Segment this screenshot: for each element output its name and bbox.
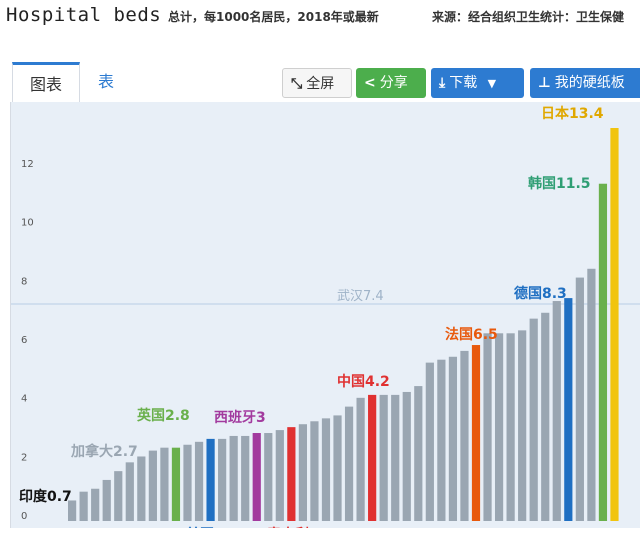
bar: [391, 394, 400, 521]
bar: [460, 350, 469, 521]
share-button[interactable]: < 分享: [356, 68, 426, 98]
bar: [183, 444, 192, 521]
bar: [79, 491, 88, 521]
bar: [564, 298, 573, 521]
share-label: 分享: [379, 75, 408, 91]
bar: [379, 394, 388, 521]
bar: [114, 471, 123, 521]
bar: [506, 333, 515, 521]
expand-arrows-icon: ⤡: [291, 76, 303, 92]
bar: [552, 301, 561, 521]
data-label: 加拿大2.7: [70, 443, 138, 460]
bar: [218, 438, 227, 521]
triangle-down-icon: ▼: [487, 77, 497, 90]
bar: [160, 447, 169, 521]
bars: [68, 128, 619, 521]
data-label: 日本13.4: [541, 105, 604, 122]
pin-label: 我的硬纸板: [554, 75, 625, 91]
bar: [229, 435, 238, 521]
bar: [598, 183, 608, 521]
bar: [171, 447, 181, 521]
y-tick-label: 8: [21, 276, 27, 287]
y-axis: 0 2 4 6 8 10 12: [21, 159, 34, 522]
bar: [241, 435, 250, 521]
bar: [344, 406, 354, 521]
download-button[interactable]: ⤓ 下载 ▼: [431, 68, 524, 98]
data-label: 意大利3.4: [267, 526, 334, 528]
y-tick-label: 0: [21, 511, 27, 522]
pin-icon: ⊥: [538, 75, 551, 91]
data-label: 英国2.8: [136, 407, 190, 424]
bar: [137, 456, 146, 521]
bar: [402, 391, 411, 521]
y-tick-label: 10: [21, 218, 34, 229]
data-label: 西班牙3: [214, 409, 266, 426]
bar: [102, 479, 111, 521]
bar: [414, 386, 423, 521]
data-label: 韩国11.5: [528, 175, 591, 192]
bar: [125, 462, 134, 521]
bar: [587, 268, 596, 521]
bar: [333, 415, 342, 521]
fullscreen-label: 全屏: [306, 76, 335, 92]
bar: [91, 488, 100, 521]
data-label: 美国2.9: [186, 526, 239, 528]
bar: [321, 418, 331, 521]
bar: [206, 438, 215, 521]
chart-subtitle: 总计，每1000名居民，2018年或最新: [168, 10, 379, 24]
bar: [518, 330, 527, 521]
bar: [448, 356, 458, 521]
tab-chart[interactable]: 图表: [12, 62, 80, 102]
share-icon: <: [364, 75, 376, 91]
bar: [610, 128, 619, 521]
download-icon: ⤓: [439, 75, 446, 91]
chart-title: Hospital beds: [6, 4, 162, 26]
data-label: 中国4.2: [337, 373, 390, 390]
reference-line-label: 武汉7.4: [337, 289, 384, 304]
y-tick-label: 6: [21, 335, 27, 346]
bar: [368, 394, 377, 521]
bar: [287, 427, 296, 521]
fullscreen-button[interactable]: ⤡ 全屏: [282, 68, 352, 98]
bar: [437, 359, 446, 521]
bar: [483, 333, 492, 521]
header: Hospital beds 总计，每1000名居民，2018年或最新 来源：经合…: [0, 0, 640, 34]
y-tick-label: 12: [21, 159, 34, 170]
bar: [494, 333, 504, 521]
bar: [148, 450, 157, 521]
tab-table[interactable]: 表: [97, 72, 114, 91]
toolbar: 图表 表 ⤡ 全屏 < 分享 ⤓ 下载 ▼ ⊥ 我的硬纸板: [0, 58, 640, 102]
bar-chart: 0 2 4 6 8 10 12 印度0.7 加拿大2.7 英国2.8 美国2.9 西班牙3 意大利3.…: [11, 105, 640, 528]
y-tick-label: 4: [21, 394, 27, 405]
annotations: 印度0.7 加拿大2.7 英国2.8 美国2.9 西班牙3 意大利3.4 中国4.2 法国6.…: [19, 105, 604, 528]
download-label: 下载: [449, 75, 478, 91]
bar: [471, 345, 481, 521]
source-note: 来源：经合组织卫生统计：卫生保健: [432, 10, 625, 24]
data-label: 德国8.3: [514, 285, 567, 302]
bar: [68, 500, 77, 521]
bar: [298, 424, 307, 521]
pin-button[interactable]: ⊥ 我的硬纸板: [530, 68, 640, 98]
bar: [425, 362, 434, 521]
bar: [541, 312, 550, 521]
bar: [356, 397, 365, 521]
bar: [575, 277, 584, 521]
bar: [194, 441, 204, 521]
y-tick-label: 2: [21, 452, 27, 463]
data-label: 法国6.5: [445, 326, 498, 343]
bar: [275, 430, 284, 521]
bar: [310, 421, 319, 521]
bar: [264, 433, 273, 521]
data-label: 印度0.7: [19, 488, 72, 505]
chart-area: 0 2 4 6 8 10 12 印度0.7 加拿大2.7 英国2.8 美国2.9 西班牙3 意大利3.…: [10, 102, 640, 528]
bar: [529, 318, 538, 521]
bar: [252, 433, 261, 521]
